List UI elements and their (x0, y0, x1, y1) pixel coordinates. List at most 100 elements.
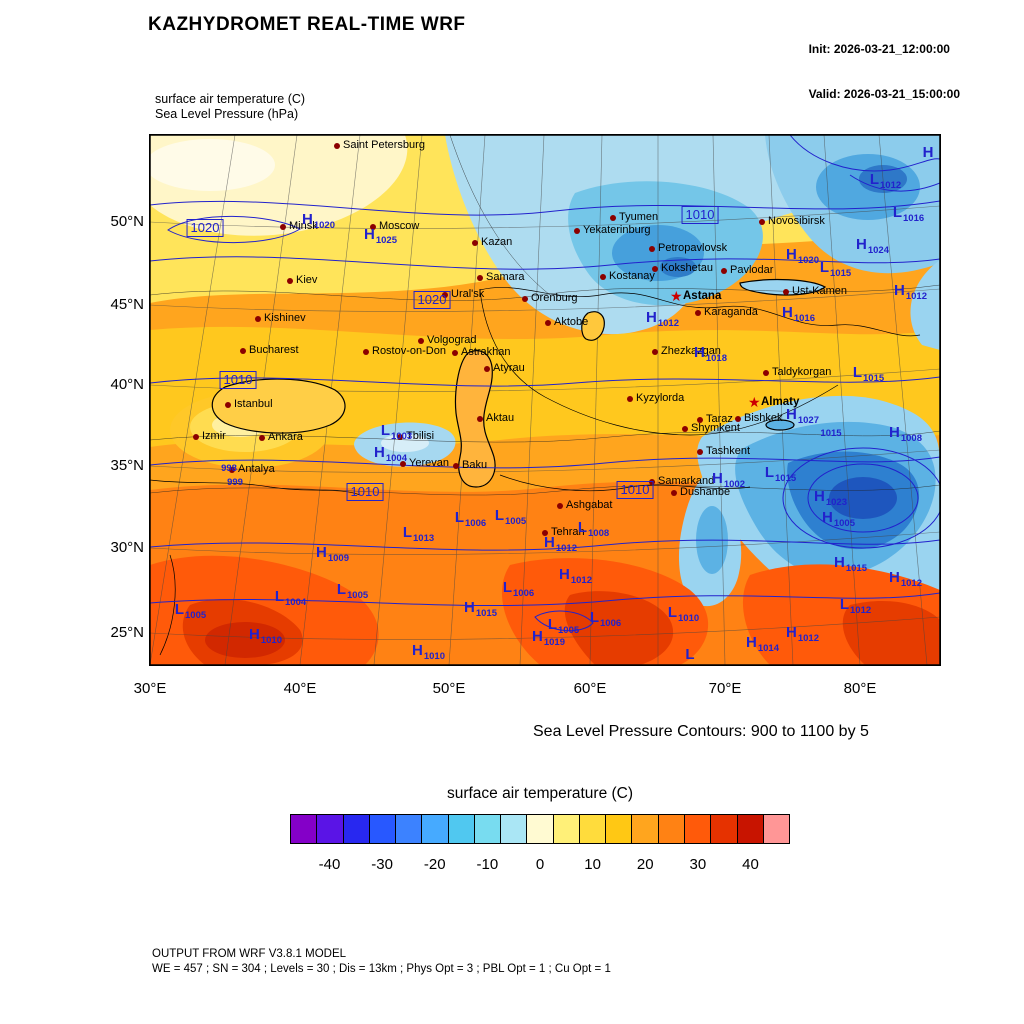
colorbar-segment (501, 815, 528, 843)
pressure-center: H1012 (646, 309, 679, 329)
lat-tick-label: 35°N (110, 457, 144, 474)
colorbar-segment (448, 815, 475, 843)
colorbar-segment (422, 815, 449, 843)
city-label: Antalya (238, 463, 275, 475)
field-labels: surface air temperature (C) Sea Level Pr… (155, 92, 305, 122)
city-label: Dushanbe (680, 486, 731, 498)
city-dot (763, 370, 769, 376)
city-label: Kostanay (609, 270, 655, 282)
pressure-center: H1025 (364, 226, 397, 246)
city-label: Kiev (296, 274, 318, 286)
pressure-center: L1005 (547, 616, 580, 636)
pressure-center: H1010 (412, 642, 445, 662)
city-dot (484, 366, 490, 372)
pressure-center: L1012 (869, 171, 902, 191)
contour-label-box: 1010 (346, 483, 384, 501)
city-dot (334, 143, 340, 149)
lat-tick-label: 45°N (110, 296, 144, 313)
pressure-center: L1008 (577, 519, 610, 539)
city-dot (442, 292, 448, 298)
colorbar-tick-label: -40 (318, 856, 341, 873)
colorbar-tick-label: 30 (689, 856, 707, 873)
city-dot (697, 449, 703, 455)
pressure-center: H1002 (712, 470, 745, 490)
city-dot (721, 268, 727, 274)
city-label: Minsk (289, 220, 318, 232)
pressure-center: H1016 (782, 304, 815, 324)
city-dot (735, 416, 741, 422)
contour-label-box: 1020 (413, 291, 451, 309)
colorbar-segment (658, 815, 685, 843)
pressure-center: L1006 (454, 509, 487, 529)
pressure-center: L1003 (380, 422, 413, 442)
colorbar-segment (369, 815, 397, 843)
city-dot (370, 224, 376, 230)
city-label: Yerevan (409, 457, 449, 469)
city-dot (255, 316, 261, 322)
pressure-contours (150, 135, 940, 632)
city-label: Taldykorgan (772, 366, 832, 378)
colorbar-segment (579, 815, 607, 843)
pressure-center: L1006 (589, 609, 622, 629)
pressure-center: H (922, 144, 934, 161)
colorbar-title: surface air temperature (C) (446, 785, 634, 802)
city-label: Saint Petersburg (343, 139, 425, 151)
pressure-center: L1005 (494, 507, 527, 527)
pressure-center: H1015 (464, 599, 497, 619)
field-label-temperature: surface air temperature (C) (155, 92, 306, 106)
city-dot (649, 246, 655, 252)
city-label: Ust-Kamen (792, 285, 848, 297)
city-label: Astana (683, 290, 722, 302)
city-label: Samarkand (658, 475, 715, 487)
city-dot (557, 503, 563, 509)
contour-label-box: 1020 (186, 219, 224, 237)
city-label: Astrakhan (461, 346, 511, 358)
city-label: Bucharest (249, 344, 299, 356)
colorbar-segment (474, 815, 502, 843)
colorbar-tick-label: -30 (371, 856, 393, 873)
city-dot (649, 479, 655, 485)
pressure-center: L1006 (502, 579, 535, 599)
lon-tick-label: 50°E (432, 680, 466, 697)
lat-tick-label: 40°N (110, 376, 144, 393)
lat-tick-label: 30°N (110, 539, 144, 556)
lon-tick-label: 70°E (708, 680, 742, 697)
city-dot (542, 530, 548, 536)
pressure-center: L1013 (402, 524, 435, 544)
city-label: Kyzylorda (636, 392, 685, 404)
page-title: KAZHYDROMET REAL-TIME WRF (148, 14, 466, 35)
pressure-center: L1015 (819, 259, 852, 279)
colorbar-tick-label: -10 (476, 856, 499, 873)
colorbar-segment (606, 815, 633, 843)
city-label: Izmir (202, 430, 226, 442)
pressure-center: H1012 (894, 282, 927, 302)
lat-tick-label: 25°N (110, 624, 144, 641)
city-dot (522, 296, 528, 302)
city-dot (610, 215, 616, 221)
city-label: Novosibirsk (768, 215, 825, 227)
city-dot (240, 348, 246, 354)
colorbar-tick-label: 20 (636, 856, 654, 873)
pressure-center: H1027 (786, 406, 819, 426)
city-dot (452, 350, 458, 356)
lon-tick-label: 40°E (283, 680, 317, 697)
pressure-center: L (685, 646, 695, 663)
colorbar-tick-label: 40 (742, 856, 759, 873)
pressure-center: H1012 (786, 624, 819, 644)
city-label: Tashkent (706, 445, 751, 457)
colorbar-segment (343, 815, 370, 843)
city-dot (193, 434, 199, 440)
city-dot (574, 228, 580, 234)
colorbar-segment (737, 815, 764, 843)
city-dot (652, 266, 658, 272)
city-label: Ural'sk (451, 288, 485, 300)
city-label: Petropavlovsk (658, 242, 728, 254)
colorbar-segment (711, 815, 738, 843)
coastlines (211, 278, 827, 488)
pressure-contour-note: Sea Level Pressure Contours: 900 to 1100… (533, 723, 869, 740)
city-dot (418, 338, 424, 344)
footer-model-line: OUTPUT FROM WRF V3.8.1 MODEL (152, 948, 347, 960)
city-dot (671, 490, 677, 496)
colorbar-segment (763, 815, 790, 843)
pressure-center: H1008 (889, 424, 922, 444)
